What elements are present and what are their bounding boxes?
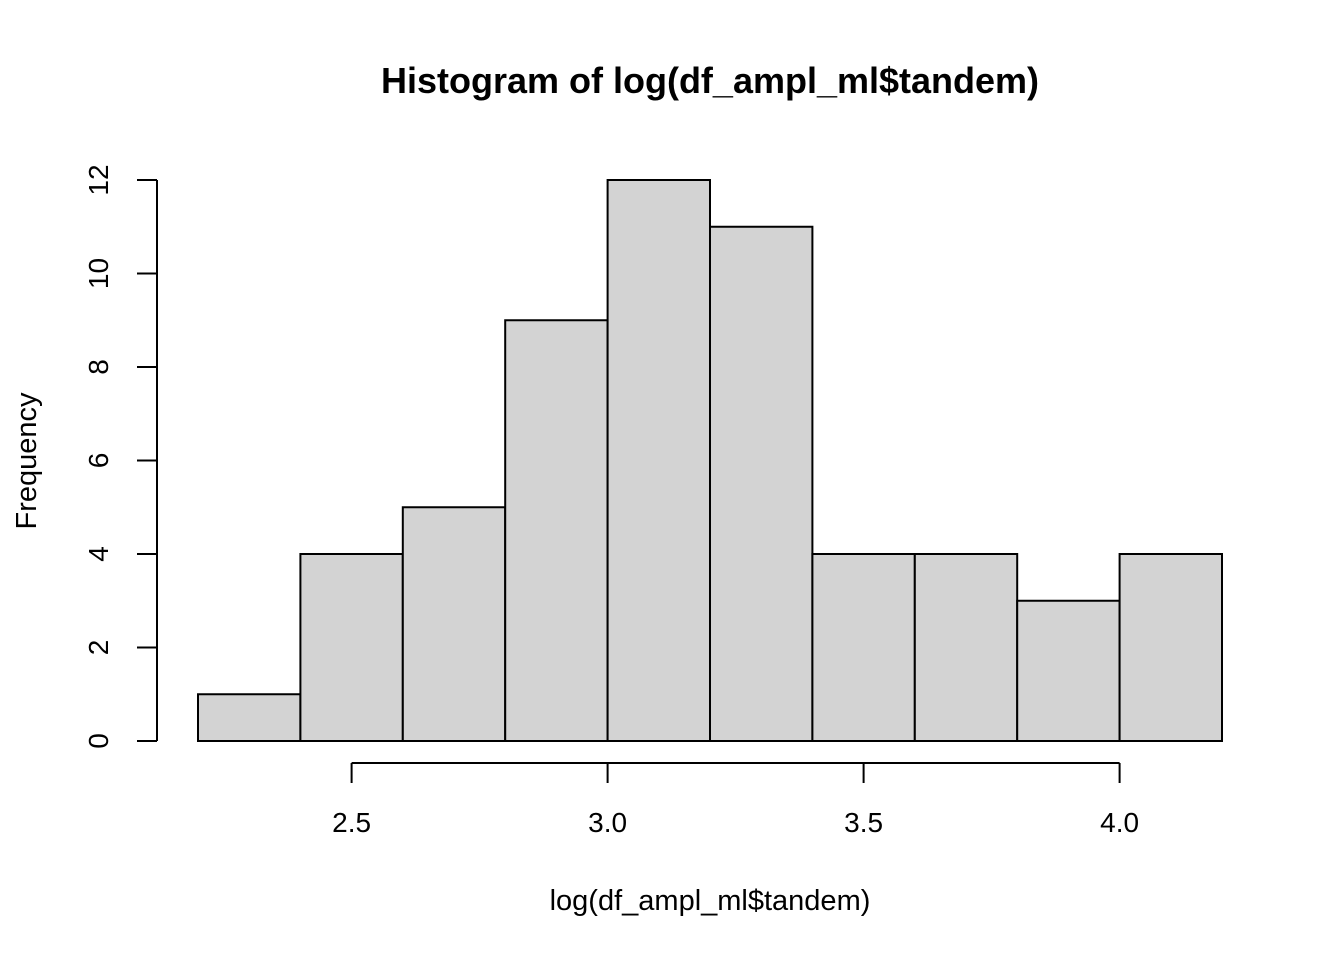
histogram-bar-3 (504, 319, 609, 742)
y-axis: 0 2 4 6 8 10 12 (83, 164, 158, 749)
y-tick-label-3: 6 (83, 453, 114, 469)
x-tick-label-1: 3.0 (588, 807, 627, 838)
bars-group (197, 179, 1223, 742)
histogram-bar-0 (197, 693, 302, 742)
histogram-bar-4 (606, 179, 711, 742)
x-tick-label-0: 2.5 (332, 807, 371, 838)
y-axis-label: Frequency (11, 392, 43, 530)
y-tick-label-2: 4 (83, 546, 114, 562)
histogram-bar-9 (1118, 553, 1223, 742)
y-tick-label-5: 10 (83, 258, 114, 289)
histogram-bar-8 (1016, 599, 1121, 742)
histogram-bar-1 (299, 553, 404, 742)
histogram-bar-7 (913, 553, 1019, 742)
y-tick-label-6: 12 (83, 164, 114, 195)
y-tick-label-4: 8 (83, 359, 114, 375)
y-tick-label-0: 0 (83, 733, 114, 749)
histogram-bar-2 (401, 506, 507, 742)
chart-title: Histogram of log(df_ampl_ml$tandem) (381, 60, 1039, 101)
x-axis-label: log(df_ampl_ml$tandem) (550, 885, 871, 917)
y-tick-label-1: 2 (83, 640, 114, 656)
histogram-bar-6 (811, 553, 916, 742)
x-tick-label-2: 3.5 (844, 807, 883, 838)
histogram-bar-5 (709, 225, 814, 742)
x-tick-label-3: 4.0 (1100, 807, 1139, 838)
x-axis: 2.5 3.0 3.5 4.0 (332, 762, 1139, 838)
